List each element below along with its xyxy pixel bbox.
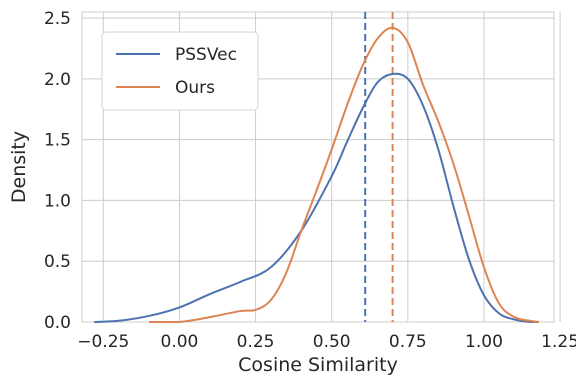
legend-box — [101, 31, 259, 111]
y-tick-label: 1.0 — [44, 191, 71, 211]
series-lines — [94, 26, 539, 323]
legend: PSSVec Ours — [101, 31, 259, 111]
mean-lines — [364, 12, 394, 322]
x-tick-label: 0.75 — [389, 332, 427, 352]
x-tick-label: 0.00 — [161, 332, 199, 352]
legend-label-pssvec: PSSVec — [175, 45, 237, 65]
y-tick-label: 1.5 — [44, 131, 71, 151]
x-tick-label: 1.00 — [465, 332, 503, 352]
x-tick-label: 1.25 — [541, 332, 576, 352]
legend-label-ours: Ours — [175, 78, 215, 98]
tick-labels: −0.25 0.00 0.25 0.50 0.75 1.00 1.25 0.0 0.5 1.0 1.… — [44, 9, 576, 352]
y-tick-label: 2.5 — [44, 9, 71, 29]
density-curve-ours — [148, 26, 539, 323]
density-curve-pssvec — [94, 72, 539, 323]
x-axis-label: Cosine Similarity — [238, 354, 398, 376]
y-tick-label: 2.0 — [44, 70, 71, 90]
y-tick-label: 0.5 — [44, 252, 71, 272]
x-tick-label: 0.50 — [313, 332, 351, 352]
x-tick-label: 0.25 — [237, 332, 275, 352]
x-tick-label: −0.25 — [77, 332, 129, 352]
y-axis-label: Density — [8, 131, 30, 203]
y-tick-label: 0.0 — [44, 313, 71, 333]
